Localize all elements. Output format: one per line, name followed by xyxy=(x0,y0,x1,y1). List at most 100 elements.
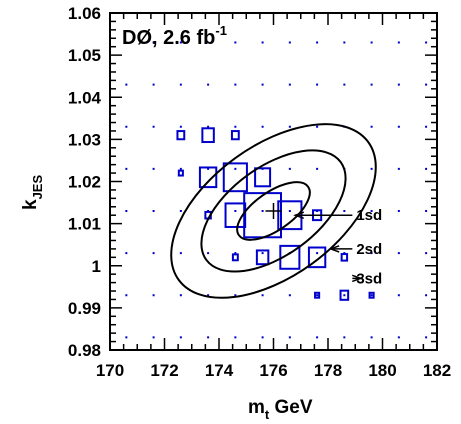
y-tick-label: 0.99 xyxy=(68,299,101,318)
likelihood-box xyxy=(279,244,301,270)
y-tick-label: 1.06 xyxy=(68,4,101,23)
grid-point xyxy=(234,167,237,170)
grid-point xyxy=(370,209,373,212)
grid-point xyxy=(152,336,155,339)
grid-point xyxy=(234,336,237,339)
likelihood-box xyxy=(176,130,186,141)
grid-point xyxy=(397,336,400,339)
grid-point xyxy=(179,125,182,128)
contour-1sd xyxy=(236,181,311,241)
likelihood-box xyxy=(231,253,239,262)
experiment-label-main: DØ, 2.6 fb xyxy=(122,27,215,49)
grid-point xyxy=(125,336,128,339)
grid-point xyxy=(125,294,128,297)
grid-point xyxy=(425,252,428,255)
y-axis-label-sub: JES xyxy=(30,175,45,200)
grid-point xyxy=(425,167,428,170)
grid-point xyxy=(425,209,428,212)
grid-point xyxy=(370,125,373,128)
grid-point xyxy=(207,294,210,297)
grid-point xyxy=(125,83,128,86)
grid-point xyxy=(152,252,155,255)
likelihood-box xyxy=(368,291,375,299)
grid-point xyxy=(234,209,237,212)
contour-label-2sd: 2sd xyxy=(356,241,382,258)
grid-point xyxy=(425,83,428,86)
grid-point xyxy=(152,125,155,128)
contour-2sd xyxy=(200,149,347,273)
grid-point xyxy=(425,41,428,44)
grid-point xyxy=(370,336,373,339)
grid-point xyxy=(207,252,210,255)
grid-point xyxy=(234,41,237,44)
x-tick-label: 174 xyxy=(205,361,234,380)
grid-point xyxy=(261,41,264,44)
grid-point xyxy=(207,83,210,86)
grid-point xyxy=(179,209,182,212)
likelihood-box xyxy=(222,162,248,193)
likelihood-box xyxy=(230,130,240,141)
grid-point xyxy=(261,294,264,297)
x-tick-label: 176 xyxy=(259,361,287,380)
grid-point xyxy=(288,83,291,86)
likelihood-box xyxy=(254,167,272,188)
grid-point xyxy=(234,83,237,86)
y-tick-label: 1.02 xyxy=(68,173,101,192)
grid-point xyxy=(261,83,264,86)
grid-point xyxy=(125,167,128,170)
likelihood-box xyxy=(201,127,215,144)
grid-point xyxy=(261,252,264,255)
grid-point xyxy=(370,41,373,44)
grid-point xyxy=(425,336,428,339)
grid-point xyxy=(425,125,428,128)
grid-point xyxy=(207,167,210,170)
grid-point xyxy=(397,167,400,170)
grid-point xyxy=(397,125,400,128)
contour-label-3sd: 3sd xyxy=(356,270,382,287)
grid-point xyxy=(397,41,400,44)
x-tick-label: 172 xyxy=(150,361,178,380)
y-axis-label-main: k xyxy=(20,199,41,210)
grid-point xyxy=(234,252,237,255)
grid-point xyxy=(343,336,346,339)
grid-point xyxy=(261,209,264,212)
y-tick-label: 1.04 xyxy=(68,88,102,107)
y-tick-label: 1.03 xyxy=(68,130,101,149)
grid-point xyxy=(152,83,155,86)
grid-point xyxy=(152,294,155,297)
grid-point xyxy=(288,167,291,170)
grid-point xyxy=(316,294,319,297)
grid-point xyxy=(179,41,182,44)
grid-point xyxy=(370,252,373,255)
grid-point xyxy=(288,209,291,212)
grid-point xyxy=(179,167,182,170)
likelihood-box xyxy=(339,289,350,301)
experiment-label: DØ, 2.6 fb-1 xyxy=(122,23,227,49)
grid-point xyxy=(370,167,373,170)
x-tick-label: 178 xyxy=(314,361,342,380)
grid-point xyxy=(316,83,319,86)
grid-point xyxy=(343,209,346,212)
grid-point xyxy=(234,125,237,128)
grid-point xyxy=(152,167,155,170)
grid-point xyxy=(125,41,128,44)
grid-point xyxy=(316,41,319,44)
likelihood-box xyxy=(307,246,327,269)
grid-point xyxy=(316,167,319,170)
grid-point xyxy=(397,209,400,212)
grid-point xyxy=(370,83,373,86)
grid-point xyxy=(179,83,182,86)
grid-point xyxy=(152,41,155,44)
y-axis-label: kJES xyxy=(20,175,45,210)
grid-point xyxy=(207,336,210,339)
grid-point xyxy=(125,252,128,255)
likelihood-box xyxy=(177,169,184,177)
x-tick-label: 182 xyxy=(423,361,451,380)
grid-point xyxy=(425,294,428,297)
grid-point xyxy=(343,83,346,86)
x-axis-label-main: m xyxy=(248,397,265,418)
contour-arrowhead-1sd xyxy=(293,211,305,219)
likelihood-box xyxy=(243,192,282,239)
y-tick-label: 1.05 xyxy=(68,46,101,65)
